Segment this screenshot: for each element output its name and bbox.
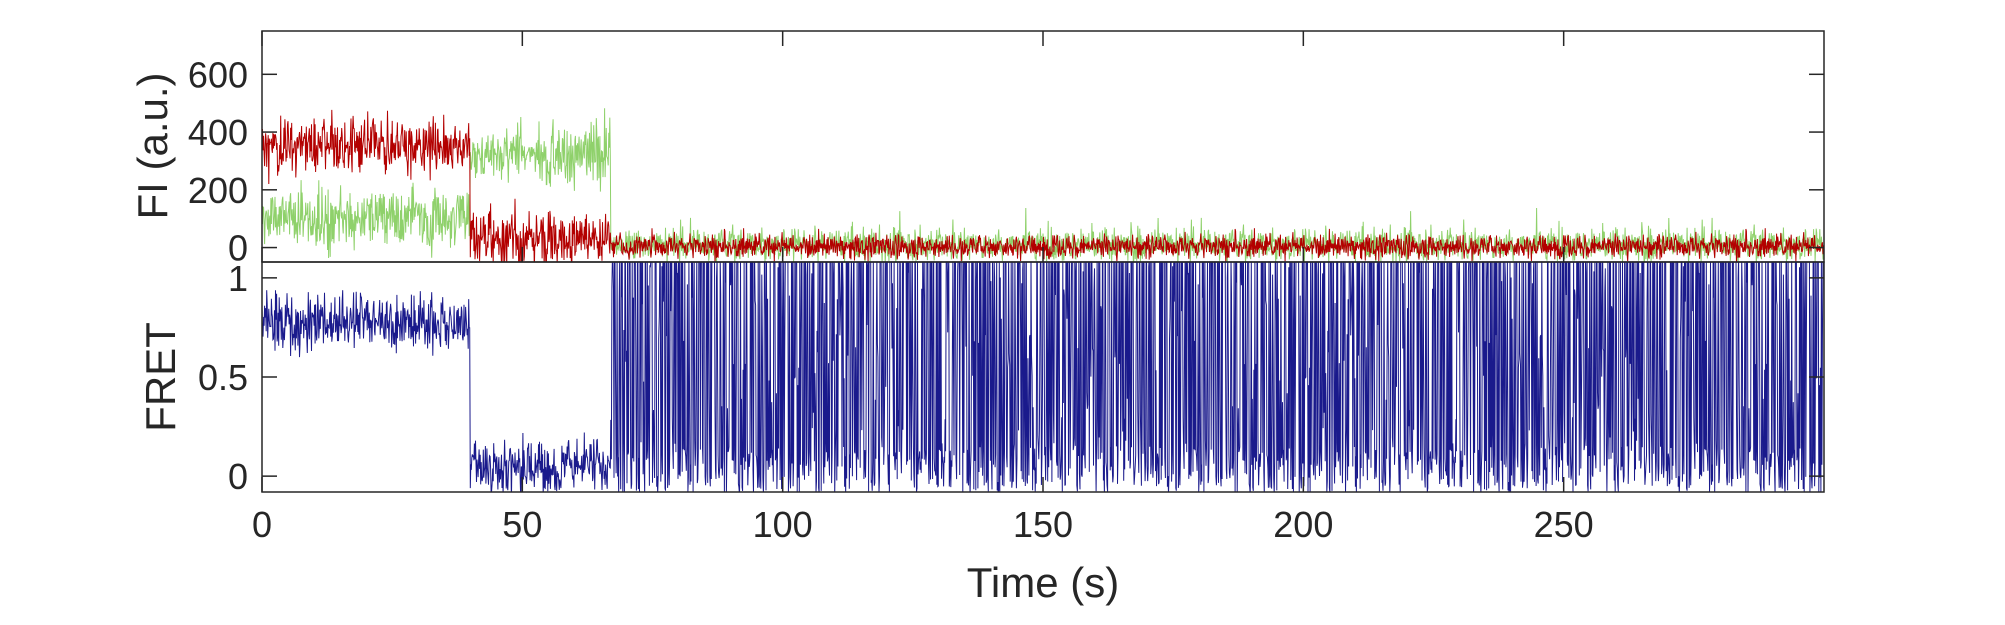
bottom-y-ticks: 00.51	[198, 258, 1824, 497]
top-y-tick-label: 0	[228, 228, 248, 269]
bottom-panel: 00.51 0 50 100 150 200 250 FRET Time (s)	[137, 258, 1825, 606]
fret-trace	[262, 262, 1824, 492]
x-tick-label: 0	[252, 504, 272, 545]
bottom-y-tick-label: 0	[228, 456, 248, 497]
x-tick-label: 200	[1273, 504, 1333, 545]
top-y-ticks: 0 200 400 600	[188, 31, 1824, 269]
top-y-tick-label: 600	[188, 54, 248, 95]
bottom-y-tick-label: 0.5	[198, 357, 248, 398]
x-tick-label: 100	[753, 504, 813, 545]
bottom-y-tick-label: 1	[228, 258, 248, 299]
bottom-y-axis-label: FRET	[137, 322, 184, 432]
top-y-tick-label: 200	[188, 170, 248, 211]
top-y-tick-label: 400	[188, 112, 248, 153]
x-axis-label: Time (s)	[967, 559, 1119, 606]
top-axes-frame	[261, 30, 1825, 263]
top-panel: 0 200 400 600 FI (a.u.)	[129, 30, 1825, 269]
x-tick-label: 150	[1013, 504, 1073, 545]
x-tick-label: 50	[502, 504, 542, 545]
bottom-x-ticks: 0 50 100 150 200 250	[252, 477, 1594, 545]
top-y-axis-label: FI (a.u.)	[129, 72, 176, 219]
x-tick-label: 250	[1534, 504, 1594, 545]
